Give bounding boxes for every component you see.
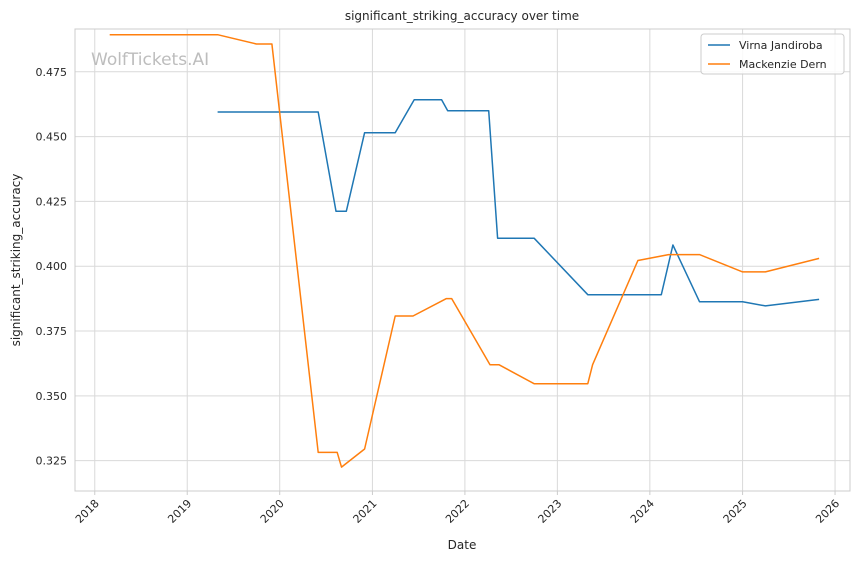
legend-label-virna-jandiroba: Virna Jandiroba	[739, 39, 823, 52]
series-line-virna-jandiroba	[217, 99, 820, 307]
y-tick-label: 0.400	[36, 260, 68, 273]
y-tick-label: 0.425	[36, 195, 68, 208]
y-axis-label: significant_striking_accuracy	[9, 174, 23, 347]
series-line-mackenzie-dern	[109, 33, 820, 468]
y-tick-label: 0.475	[36, 66, 68, 79]
x-axis-label: Date	[448, 538, 477, 552]
y-tick-label: 0.450	[36, 131, 68, 144]
y-tick-label: 0.375	[36, 325, 68, 338]
y-tick-label: 0.325	[36, 455, 68, 468]
watermark: WolfTickets.AI	[91, 50, 209, 70]
series-lines	[109, 33, 820, 468]
y-axis-ticks: 0.325 0.350 0.375 0.400 0.425 0.450 0.475	[36, 66, 68, 468]
chart-title: significant_striking_accuracy over time	[345, 9, 579, 23]
legend-label-mackenzie-dern: Mackenzie Dern	[739, 58, 827, 71]
y-tick-label: 0.350	[36, 390, 68, 403]
legend-box	[700, 33, 845, 75]
grid-lines	[75, 29, 850, 491]
legend: Virna Jandiroba Mackenzie Dern	[700, 33, 845, 75]
plot-frame	[74, 28, 851, 492]
